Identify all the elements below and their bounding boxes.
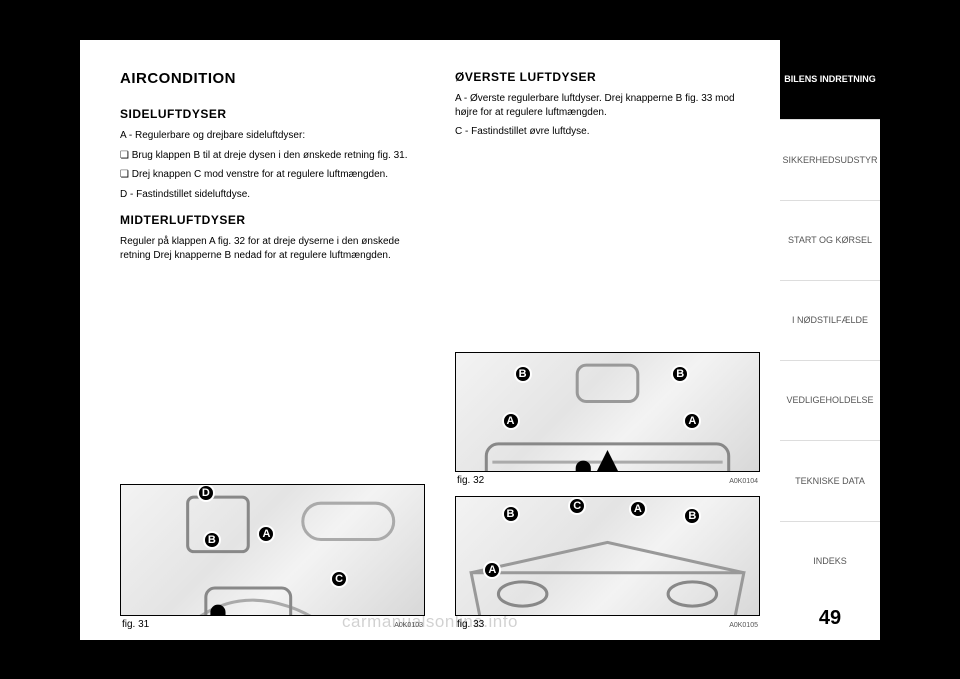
callout-marker: A [257, 525, 275, 543]
callout-marker: C [330, 570, 348, 588]
callout-marker: B [683, 507, 701, 525]
section-tab[interactable]: TEKNISKE DATA [780, 440, 880, 520]
figure-label: fig. 33 [457, 619, 484, 630]
content-area: AIRCONDITION SIDELUFTDYSER A - Regulerba… [80, 40, 780, 640]
para: Drej knappen C mod venstre for at regule… [120, 168, 425, 182]
section-tab[interactable]: INDEKS [780, 521, 880, 601]
callout-marker: A [683, 412, 701, 430]
heading-aircondition: AIRCONDITION [120, 70, 425, 87]
para: C - Fastindstillet øvre luftdyse. [455, 125, 760, 139]
callout-marker: A [483, 561, 501, 579]
callout-marker: B [671, 365, 689, 383]
diagram-illustration [456, 353, 759, 471]
section-tab[interactable]: I NØDSTILFÆLDE [780, 280, 880, 360]
callout-marker: B [502, 505, 520, 523]
figure-33: B C A B A fig. 33 A0K0105 [455, 496, 760, 630]
section-tab[interactable]: VEDLIGEHOLDELSE [780, 360, 880, 440]
figure-31: DBAC fig. 31 A0K0103 [120, 484, 425, 630]
section-tab[interactable]: SIKKERHEDSUDSTYR [780, 119, 880, 199]
figure-code: A0K0103 [394, 622, 423, 629]
section-tab[interactable]: START OG KØRSEL [780, 200, 880, 280]
figure-label: fig. 31 [122, 619, 149, 630]
callout-marker: C [568, 497, 586, 515]
left-column: AIRCONDITION SIDELUFTDYSER A - Regulerba… [120, 70, 425, 630]
diagram-illustration [121, 485, 424, 615]
page-number: 49 [780, 601, 880, 640]
para: Brug klappen B til at dreje dysen i den … [120, 149, 425, 163]
para: A - Regulerbare og drejbare sideluftdyse… [120, 129, 425, 143]
right-column: ØVERSTE LUFTDYSER A - Øverste regulerbar… [455, 70, 760, 630]
figure-label: fig. 32 [457, 475, 484, 486]
callout-marker: A [629, 500, 647, 518]
heading-overste-luftdyser: ØVERSTE LUFTDYSER [455, 70, 760, 84]
para: D - Fastindstillet sideluftdyse. [120, 188, 425, 202]
section-tab[interactable]: BILENS INDRETNING [780, 40, 880, 119]
heading-midterluftdyser: MIDTERLUFTDYSER [120, 213, 425, 227]
callout-marker: A [502, 412, 520, 430]
figure-code: A0K0105 [729, 622, 758, 629]
para: A - Øverste regulerbare luftdyser. Drej … [455, 92, 760, 119]
callout-marker: B [514, 365, 532, 383]
heading-sideluftdyser: SIDELUFTDYSER [120, 107, 425, 121]
section-tabs-sidebar: BILENS INDRETNINGSIKKERHEDSUDSTYRSTART O… [780, 40, 880, 640]
figure-code: A0K0104 [729, 478, 758, 485]
figure-32: B B A A fig. 32 A0K0104 [455, 352, 760, 486]
manual-page: AIRCONDITION SIDELUFTDYSER A - Regulerba… [80, 40, 880, 640]
para: Reguler på klappen A fig. 32 for at drej… [120, 235, 425, 262]
callout-marker: B [203, 531, 221, 549]
